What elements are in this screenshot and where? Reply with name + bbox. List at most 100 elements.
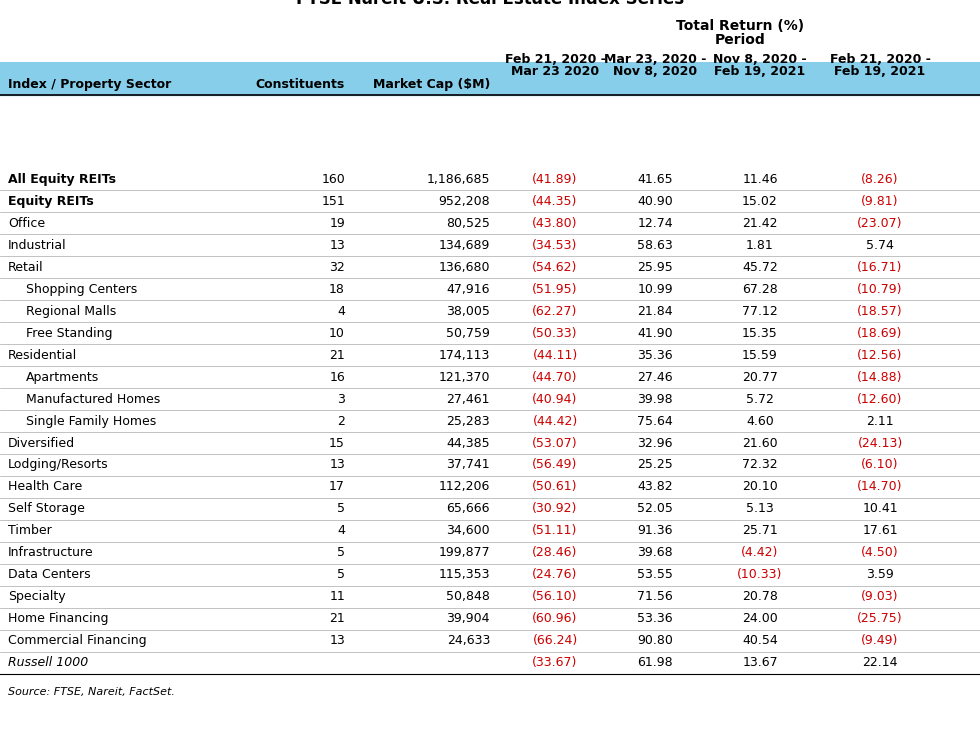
Text: 5: 5 [337,503,345,515]
Text: 50,848: 50,848 [446,590,490,604]
Text: 19: 19 [329,217,345,230]
Text: Feb 19, 2021: Feb 19, 2021 [834,65,926,78]
Text: 25.25: 25.25 [637,459,673,472]
Text: (25.75): (25.75) [858,612,903,626]
Text: Free Standing: Free Standing [26,327,113,339]
Text: Feb 21, 2020 -: Feb 21, 2020 - [829,53,930,66]
Text: All Equity REITs: All Equity REITs [8,173,116,185]
Text: 12.74: 12.74 [637,217,673,230]
Text: Health Care: Health Care [8,481,82,493]
Text: (28.46): (28.46) [532,546,577,559]
Text: Residential: Residential [8,349,77,361]
Text: 44,385: 44,385 [446,436,490,450]
Text: 77.12: 77.12 [742,305,778,318]
Text: (54.62): (54.62) [532,261,577,274]
Text: 112,206: 112,206 [439,481,490,493]
Text: 199,877: 199,877 [438,546,490,559]
Text: 90.80: 90.80 [637,634,673,647]
Text: 121,370: 121,370 [438,371,490,383]
Text: Specialty: Specialty [8,590,66,604]
Text: 15: 15 [329,436,345,450]
Text: 5: 5 [337,546,345,559]
Text: (53.07): (53.07) [532,436,578,450]
Text: 3: 3 [337,392,345,406]
Text: 2: 2 [337,414,345,428]
Text: 39,904: 39,904 [447,612,490,626]
Text: 11: 11 [329,590,345,604]
Text: 17.61: 17.61 [862,525,898,537]
Text: (16.71): (16.71) [858,261,903,274]
Text: 2.11: 2.11 [866,414,894,428]
Text: Single Family Homes: Single Family Homes [26,414,156,428]
Text: 17: 17 [329,481,345,493]
Text: 5.13: 5.13 [746,503,774,515]
Text: 11.46: 11.46 [742,173,778,185]
Text: (44.11): (44.11) [532,349,577,361]
Text: Diversified: Diversified [8,436,75,450]
Text: 27,461: 27,461 [447,392,490,406]
Text: 50,759: 50,759 [446,327,490,339]
Text: (4.50): (4.50) [861,546,899,559]
Text: (50.33): (50.33) [532,327,578,339]
Text: 160: 160 [321,173,345,185]
Text: 134,689: 134,689 [439,238,490,252]
Text: 952,208: 952,208 [438,195,490,208]
Text: 24.00: 24.00 [742,612,778,626]
Text: 18: 18 [329,283,345,296]
Text: Manufactured Homes: Manufactured Homes [26,392,161,406]
Text: (10.79): (10.79) [858,283,903,296]
Text: 35.36: 35.36 [637,349,673,361]
Text: 10.41: 10.41 [862,503,898,515]
Text: Nov 8, 2020 -: Nov 8, 2020 - [713,53,807,66]
Text: Shopping Centers: Shopping Centers [26,283,137,296]
Text: 5: 5 [337,568,345,581]
Text: 1,186,685: 1,186,685 [426,173,490,185]
Text: Constituents: Constituents [256,77,345,91]
Text: (60.96): (60.96) [532,612,577,626]
Text: 53.36: 53.36 [637,612,673,626]
Text: 4: 4 [337,525,345,537]
Text: 3.59: 3.59 [866,568,894,581]
Text: Mar 23, 2020 -: Mar 23, 2020 - [604,53,707,66]
Text: 16: 16 [329,371,345,383]
Text: 136,680: 136,680 [438,261,490,274]
Text: 151: 151 [321,195,345,208]
Text: (34.53): (34.53) [532,238,577,252]
Text: 21.42: 21.42 [742,217,778,230]
Text: Russell 1000: Russell 1000 [8,657,88,669]
Text: (24.13): (24.13) [858,436,903,450]
Text: (51.11): (51.11) [532,525,577,537]
Text: 25.71: 25.71 [742,525,778,537]
Text: 21: 21 [329,612,345,626]
Text: 47,916: 47,916 [447,283,490,296]
Text: Commercial Financing: Commercial Financing [8,634,147,647]
Text: 80,525: 80,525 [446,217,490,230]
Text: 25.95: 25.95 [637,261,673,274]
Text: (43.80): (43.80) [532,217,578,230]
Text: (9.81): (9.81) [861,195,899,208]
Text: 24,633: 24,633 [447,634,490,647]
Text: (9.49): (9.49) [861,634,899,647]
Text: 21.84: 21.84 [637,305,673,318]
Text: (14.70): (14.70) [858,481,903,493]
Text: Lodging/Resorts: Lodging/Resorts [8,459,109,472]
Text: Source: FTSE, Nareit, FactSet.: Source: FTSE, Nareit, FactSet. [8,687,174,696]
Text: Home Financing: Home Financing [8,612,109,626]
Text: (24.76): (24.76) [532,568,577,581]
Text: 40.54: 40.54 [742,634,778,647]
Text: Nov 8, 2020: Nov 8, 2020 [612,65,697,78]
Text: Self Storage: Self Storage [8,503,85,515]
Text: 43.82: 43.82 [637,481,673,493]
Text: (8.26): (8.26) [861,173,899,185]
Text: 45.72: 45.72 [742,261,778,274]
Text: (56.49): (56.49) [532,459,577,472]
Text: Infrastructure: Infrastructure [8,546,94,559]
Text: 1.81: 1.81 [746,238,774,252]
Text: 20.77: 20.77 [742,371,778,383]
Text: 91.36: 91.36 [637,525,672,537]
Text: (30.92): (30.92) [532,503,577,515]
Text: (12.60): (12.60) [858,392,903,406]
Text: (23.07): (23.07) [858,217,903,230]
Text: 4.60: 4.60 [746,414,774,428]
Text: 15.35: 15.35 [742,327,778,339]
